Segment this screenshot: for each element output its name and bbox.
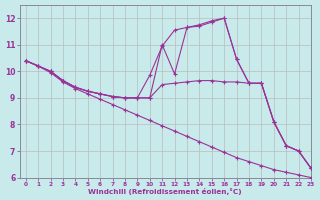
X-axis label: Windchill (Refroidissement éolien,°C): Windchill (Refroidissement éolien,°C) <box>88 188 242 195</box>
